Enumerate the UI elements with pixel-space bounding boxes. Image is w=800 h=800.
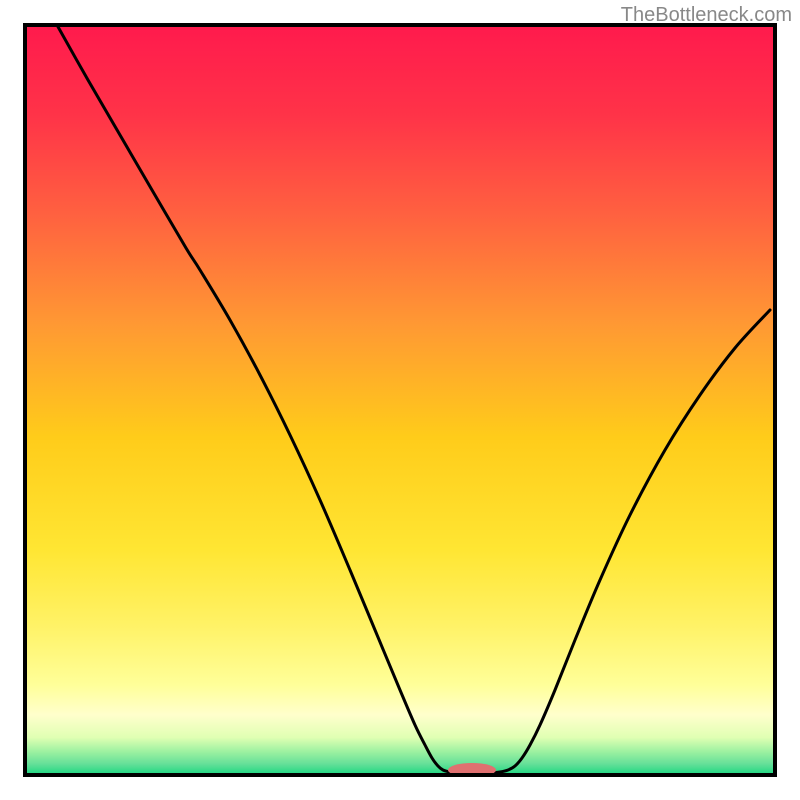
- watermark-text: TheBottleneck.com: [621, 4, 792, 27]
- bottleneck-chart: TheBottleneck.com: [0, 0, 800, 800]
- chart-svg: [0, 0, 800, 800]
- chart-background: [25, 25, 775, 775]
